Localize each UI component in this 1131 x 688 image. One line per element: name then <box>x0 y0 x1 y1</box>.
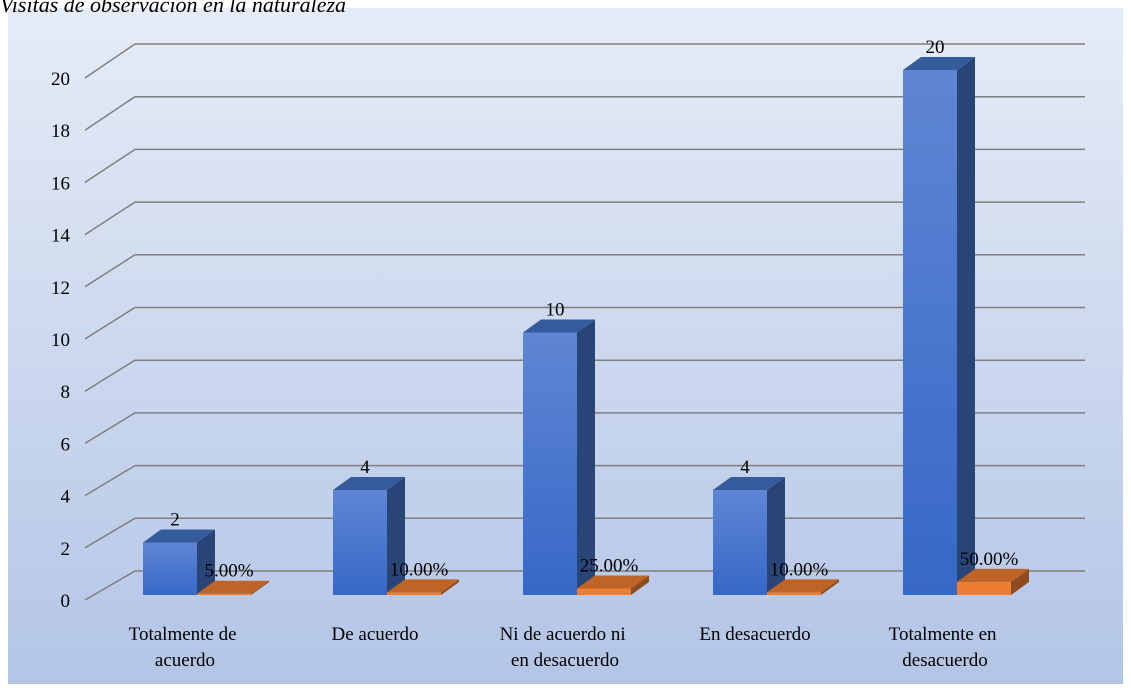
bar <box>387 579 459 595</box>
bar-face <box>197 580 269 594</box>
bar-face <box>197 593 251 595</box>
bar-face <box>903 70 957 595</box>
bar-face <box>767 579 839 593</box>
bar-face <box>523 332 577 595</box>
data-label: 10 <box>546 300 565 321</box>
y-tick-label: 6 <box>61 434 71 455</box>
x-tick-label: Ni de acuerdo ni en desacuerdo <box>500 624 631 671</box>
x-tick-label: Totalmente de acuerdo <box>129 624 242 671</box>
data-label: 50.00% <box>960 549 1019 570</box>
y-tick-label: 20 <box>51 69 70 90</box>
y-tick-label: 12 <box>51 278 70 299</box>
data-label: 2 <box>170 510 180 531</box>
grid-line <box>84 201 1085 236</box>
bar-face <box>387 579 459 593</box>
grid-line <box>84 95 1085 131</box>
bar <box>767 579 839 595</box>
bar-face <box>767 477 785 595</box>
bar <box>957 568 1029 595</box>
grid-line <box>84 43 1085 79</box>
bar-face <box>1011 568 1029 595</box>
bar-face <box>631 575 649 595</box>
y-tick-label: 8 <box>61 382 71 403</box>
x-tick-label: De acuerdo <box>331 624 418 645</box>
data-label: 4 <box>360 457 370 478</box>
bar-face <box>767 592 821 595</box>
bar <box>713 477 785 595</box>
chart-title: Visitas de observación en la naturaleza <box>0 0 346 17</box>
bar-face <box>577 588 631 595</box>
y-tick-label: 16 <box>51 173 70 194</box>
bar <box>577 575 649 595</box>
grid-line <box>84 359 1085 392</box>
bar-face <box>333 490 387 595</box>
data-label: 4 <box>740 457 750 478</box>
bar <box>197 580 269 595</box>
bar-face <box>143 542 197 595</box>
y-tick-label: 0 <box>61 591 71 612</box>
data-label: 5.00% <box>204 561 253 582</box>
bar-face <box>523 319 595 333</box>
y-tick-label: 18 <box>51 121 70 142</box>
bar <box>903 57 975 595</box>
data-label: 20 <box>926 37 945 58</box>
y-tick-label: 2 <box>61 539 71 560</box>
bar-face <box>387 592 441 595</box>
bar-face <box>387 477 405 595</box>
bar <box>523 319 595 595</box>
bar-face <box>957 57 975 595</box>
bar <box>333 477 405 595</box>
grid-line <box>84 464 1085 497</box>
bar-face <box>197 529 215 595</box>
data-label: 10.00% <box>390 559 449 580</box>
x-tick-label: En desacuerdo <box>699 624 810 645</box>
bar <box>143 529 215 595</box>
grid-line <box>84 148 1085 184</box>
bar-face <box>957 581 1011 595</box>
grid-line <box>84 412 1085 445</box>
bar-face <box>957 568 1029 582</box>
data-label: 25.00% <box>580 555 639 576</box>
y-tick-label: 4 <box>61 487 71 508</box>
bar-face <box>441 579 459 595</box>
bar-face <box>251 580 269 595</box>
bar-face <box>577 319 595 595</box>
bar-face <box>577 575 649 589</box>
bar-face <box>821 579 839 595</box>
bar-face <box>713 477 785 490</box>
bar-face <box>903 57 975 70</box>
grid-line <box>84 306 1085 340</box>
data-label: 10.00% <box>770 559 829 580</box>
y-tick-label: 14 <box>51 226 71 247</box>
grid-line <box>84 254 1085 288</box>
y-tick-label: 10 <box>51 330 70 351</box>
x-tick-label: Totalmente en desacuerdo <box>889 624 1002 671</box>
bar-face <box>713 490 767 595</box>
bar-face <box>143 529 215 543</box>
bar-face <box>333 477 405 490</box>
